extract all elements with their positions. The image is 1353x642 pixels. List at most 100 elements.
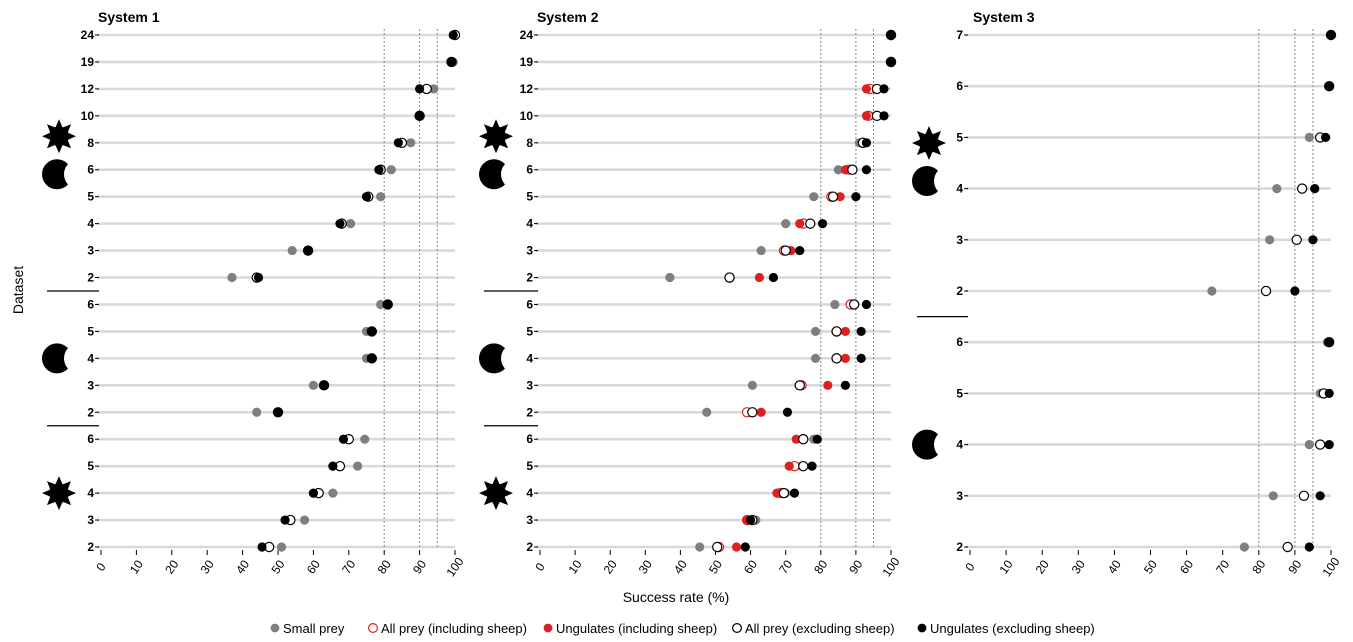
y-tick-label: 24 xyxy=(81,28,95,42)
x-tick-label: 80 xyxy=(811,557,830,576)
y-tick-label: 2 xyxy=(526,540,533,554)
legend-marker xyxy=(270,623,280,633)
y-tick-label: 4 xyxy=(956,182,963,196)
point-apEx xyxy=(805,218,816,229)
sun-ray xyxy=(483,497,492,506)
moon-icon xyxy=(912,429,938,460)
legend-marker xyxy=(917,623,927,633)
y-tick-label: 6 xyxy=(87,432,94,446)
y-tick-label: 12 xyxy=(520,82,534,96)
x-tick-label: 30 xyxy=(198,557,217,576)
sun-ray xyxy=(492,476,500,484)
sun-ray xyxy=(505,489,513,497)
y-tick-label: 3 xyxy=(956,233,963,247)
point-ugIn xyxy=(840,165,850,175)
point-ugEx xyxy=(335,219,345,229)
point-apEx xyxy=(1314,439,1326,450)
sun-ray xyxy=(42,489,50,497)
point-ugEx xyxy=(253,272,264,283)
point-small xyxy=(308,380,318,390)
point-apEx xyxy=(712,541,723,553)
moon-crescent xyxy=(912,166,938,197)
sun-ray xyxy=(916,147,925,156)
sun-icon xyxy=(479,476,513,511)
sun-ray xyxy=(933,130,942,139)
point-ugEx xyxy=(257,542,267,552)
point-ugEx xyxy=(415,84,425,94)
point-small xyxy=(376,192,386,202)
sun-ray xyxy=(63,497,72,506)
sun-ray xyxy=(46,497,55,506)
panel-title: System 3 xyxy=(973,9,1035,25)
point-small xyxy=(276,542,287,552)
sun-ray xyxy=(68,489,76,497)
sun-ray xyxy=(46,124,55,132)
point-small xyxy=(810,353,821,363)
point-small xyxy=(328,488,338,498)
moon-crescent xyxy=(42,159,68,190)
sun-icon xyxy=(479,119,513,154)
panel-title: System 1 xyxy=(98,9,160,25)
point-ugEx xyxy=(807,461,817,471)
point-small xyxy=(781,219,791,229)
y-tick-label: 5 xyxy=(87,324,94,338)
sun-ray xyxy=(42,133,50,140)
x-tick-label: 0 xyxy=(962,560,977,574)
point-ugEx xyxy=(861,299,872,310)
legend-label: Ungulates (including sheep) xyxy=(556,621,717,636)
sun-disc xyxy=(49,126,69,147)
x-tick-label: 80 xyxy=(375,557,394,576)
x-tick-label: 90 xyxy=(410,557,429,576)
point-apEx xyxy=(780,245,791,256)
sun-ray xyxy=(483,124,492,132)
point-ugEx xyxy=(1308,235,1318,245)
point-small xyxy=(810,326,821,337)
x-tick-label: 60 xyxy=(741,557,760,576)
y-tick-label: 5 xyxy=(526,324,533,338)
x-tick-label: 100 xyxy=(1320,555,1343,580)
point-ugIn xyxy=(840,353,850,363)
point-apEx xyxy=(848,299,860,310)
legend-label: All prey (including sheep) xyxy=(381,621,527,636)
sun-ray xyxy=(938,139,946,147)
point-ugEx xyxy=(338,434,349,444)
x-tick-label: 60 xyxy=(1177,557,1196,576)
point-ugEx xyxy=(817,219,828,229)
point-ugEx xyxy=(1326,30,1336,40)
point-ugEx xyxy=(782,407,793,417)
point-small xyxy=(665,272,675,283)
x-tick-label: 90 xyxy=(846,557,865,576)
y-tick-label: 3 xyxy=(87,378,94,392)
point-ugEx xyxy=(319,380,329,390)
point-ugEx xyxy=(1324,337,1334,347)
point-ugEx xyxy=(383,299,393,310)
x-tick-label: 10 xyxy=(127,557,146,576)
legend-marker xyxy=(731,622,742,633)
point-ugEx xyxy=(328,461,338,471)
y-tick-label: 10 xyxy=(81,109,95,123)
point-small xyxy=(1207,286,1217,296)
y-tick-label: 12 xyxy=(81,82,95,96)
point-apEx xyxy=(747,407,758,418)
point-apEx xyxy=(724,272,735,283)
point-ugEx xyxy=(789,488,800,498)
y-axis-label: Dataset xyxy=(10,266,26,314)
x-axis-label: Success rate (%) xyxy=(623,589,730,605)
point-small xyxy=(747,380,757,390)
point-ugEx xyxy=(448,30,458,40)
y-tick-label: 2 xyxy=(87,540,94,554)
y-tick-label: 4 xyxy=(526,351,533,365)
point-ugEx xyxy=(795,245,805,256)
point-small xyxy=(756,245,766,256)
y-tick-label: 19 xyxy=(81,55,95,69)
x-tick-label: 50 xyxy=(268,557,287,576)
point-ugEx xyxy=(879,84,889,94)
y-tick-label: 5 xyxy=(526,190,533,204)
legend-item-apIn: All prey (including sheep) xyxy=(368,621,527,636)
point-ugEx xyxy=(1310,184,1320,194)
sun-ray xyxy=(500,497,509,506)
sun-ray xyxy=(912,139,920,147)
x-tick-label: 0 xyxy=(532,560,547,574)
